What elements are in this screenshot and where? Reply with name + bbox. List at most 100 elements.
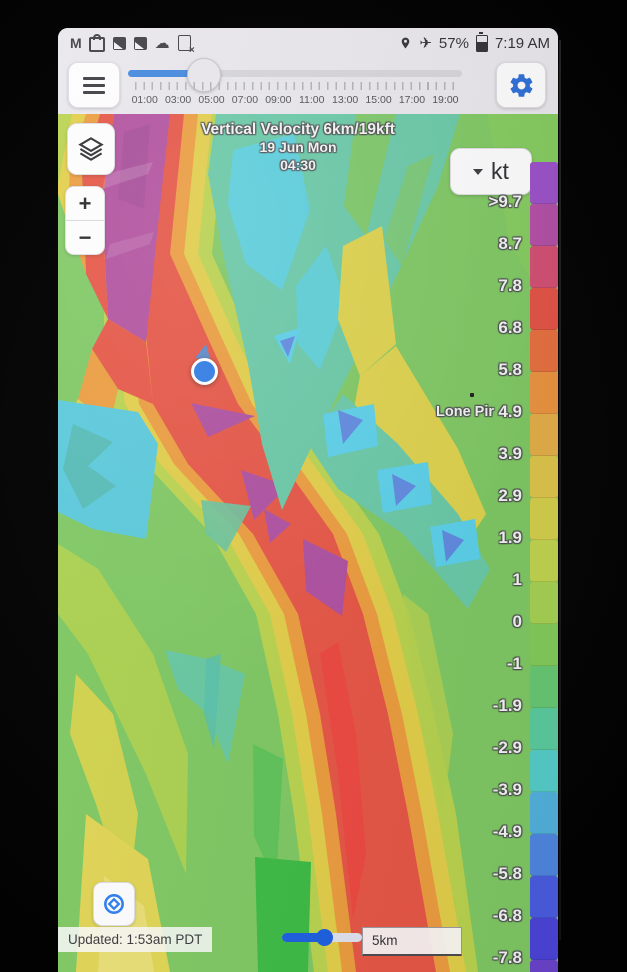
unit-dropdown[interactable]: kt [450,148,532,195]
time-label: 01:00 [131,94,158,106]
time-label: 05:00 [198,94,225,106]
time-slider-ticks [135,82,457,90]
legend-scale [530,162,558,972]
legend-color-cell [530,246,558,288]
legend-color-cell [530,960,558,972]
forecast-time: 04:30 [280,156,316,173]
legend-value-label: -7.8 [492,948,522,967]
battery-percent: 57% [438,34,469,52]
chevron-down-icon [473,168,484,175]
locate-icon [104,894,124,914]
place-label: Lone Pir [436,404,495,420]
menu-button[interactable] [68,62,120,108]
locate-me-button[interactable] [93,882,135,926]
location-icon [402,37,410,49]
scale-label: 5km [372,933,398,948]
settings-button[interactable] [496,62,546,108]
legend-value-label: 2.9 [498,486,522,505]
legend-color-cell [530,372,558,414]
current-location-marker [191,358,218,385]
legend-color-cell [530,708,558,750]
time-label: 19:00 [432,94,459,106]
legend-value-label: >9.7 [488,192,522,211]
legend-color-cell [530,540,558,582]
legend-value-label: -4.9 [492,822,522,841]
legend-value-label: 1 [512,570,522,589]
velocity-contour-layer [58,114,558,972]
time-label: 17:00 [398,94,426,106]
legend-value-label: 6.8 [498,318,522,337]
legend-value-label: 3.9 [498,444,522,463]
legend-value-label: -5.8 [492,864,522,883]
legend-color-cell [530,834,558,876]
zoom-out-button[interactable]: − [78,224,92,250]
unit-label: kt [491,158,509,184]
legend-color-cell [530,498,558,540]
legend-value-label: 8.7 [498,234,522,253]
legend-color-cell [530,792,558,834]
time-label: 11:00 [298,94,325,106]
time-label: 13:00 [332,94,359,106]
opacity-slider-thumb[interactable] [316,929,333,946]
airplane-mode-icon: ✈ [419,35,432,52]
time-label: 03:00 [164,94,192,106]
sink-band-contours [58,394,490,609]
legend-color-cell [530,750,558,792]
time-slider-track[interactable] [128,70,462,77]
legend-color-cell [530,876,558,918]
cloud-icon: ☁ [154,34,170,52]
legend-value-label: 5.8 [498,360,522,379]
forecast-date: 19 Jun Mon [259,139,337,156]
legend-color-cell [530,330,558,372]
layer-title: Vertical Velocity 6km/19kft [201,121,395,138]
legend-value-label: -2.9 [492,738,522,757]
legend-color-cell [530,582,558,624]
phone-screen: M ☁ ✈ 57% 7:19 AM [58,28,558,972]
app-toolbar: 01:00 03:00 05:00 07:00 09:00 11:00 13:00 15:00… [58,58,558,114]
opacity-slider[interactable] [282,929,362,946]
legend-color-cell [530,456,558,498]
layers-icon [78,137,104,161]
legend-color-cell [530,414,558,456]
battery-icon [475,32,488,52]
sink-teal-contours [208,114,460,510]
legend-color-cell [530,162,558,204]
legend-color-cell [530,288,558,330]
shopping-bag-icon [88,34,105,52]
screenshot-dismiss-icon [177,35,195,56]
time-slider-fill [128,70,203,77]
legend-value-label: -1.9 [492,696,522,715]
clock: 7:19 AM [494,34,550,52]
gear-icon [510,73,532,97]
time-labels: 01:00 03:00 05:00 07:00 09:00 11:00 13:00 15:00… [128,94,462,106]
legend-value-label: 0 [512,612,522,631]
legend-value-label: 4.9 [498,402,522,421]
zoom-control: + − [65,186,105,255]
time-label: 09:00 [265,94,292,106]
legend-color-cell [530,624,558,666]
legend-color-cell [530,204,558,246]
updated-timestamp: Updated: 1:53am PDT [58,927,213,952]
hamburger-icon [83,76,105,80]
zoom-in-button[interactable]: + [66,187,104,221]
notification-icons: M ☁ [58,34,399,56]
opacity-slider-fill [282,933,324,942]
map-title: Vertical Velocity 6km/19kft 19 Jun Mon 0… [118,120,478,174]
time-label: 07:00 [231,94,259,106]
phone-bezel-edge [559,40,561,940]
map-scale-bar: 5km [362,927,462,956]
town-marker [470,393,474,397]
legend-value-label: -6.8 [492,906,522,925]
gmail-icon: M [70,35,82,51]
legend-color-cell [530,666,558,708]
legend-value-label: 1.9 [498,528,522,547]
legend-value-label: -3.9 [492,780,522,799]
lift-band-contours [104,114,478,972]
photos-icon [112,36,126,50]
weather-map[interactable]: Vertical Velocity 6km/19kft 19 Jun Mon 0… [58,114,558,972]
legend-color-cell [530,918,558,960]
time-label: 15:00 [365,94,392,106]
yellow-ridge-contours [338,226,486,544]
layers-button[interactable] [67,123,115,175]
